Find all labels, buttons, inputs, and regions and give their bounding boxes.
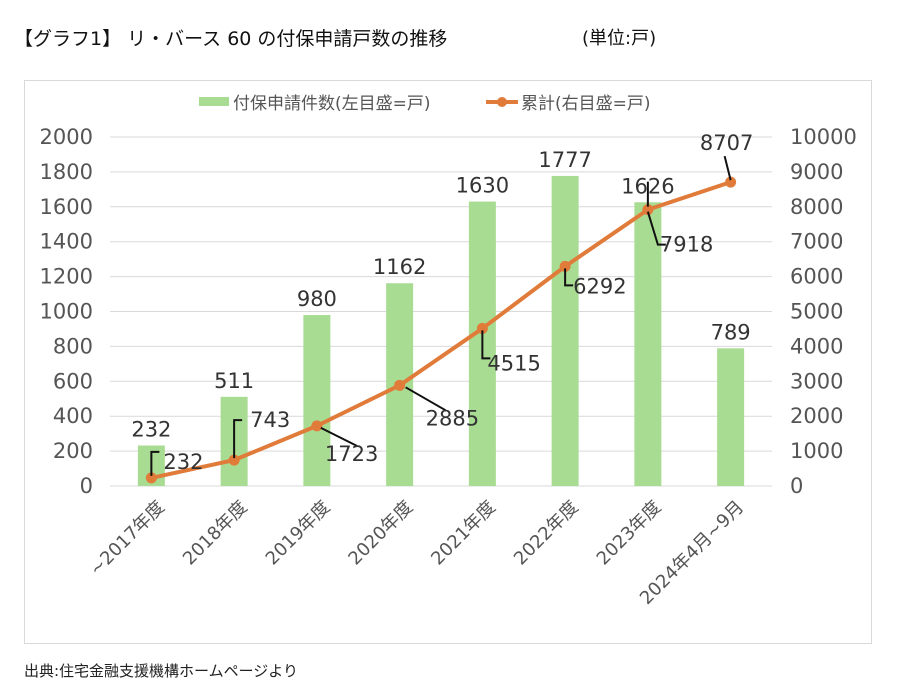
leader-line <box>723 155 732 181</box>
leader-line <box>233 419 243 459</box>
bar-data-label: 511 <box>214 369 254 393</box>
chart-title: 【グラフ1】 リ・バース 60 の付保申請戸数の推移 <box>14 28 448 50</box>
line-marker <box>476 322 488 334</box>
bar-series <box>137 175 745 486</box>
right-axis-tick-label: 8000 <box>790 195 843 219</box>
left-axis-tick-label: 0 <box>80 474 93 498</box>
line-marker <box>725 176 737 188</box>
line-data-label: 6292 <box>573 274 626 298</box>
right-axis-tick-label: 5000 <box>790 300 843 324</box>
left-axis-tick-label: 1600 <box>40 195 93 219</box>
leader-line <box>405 386 447 412</box>
bar <box>303 314 331 486</box>
left-axis-tick-label: 1400 <box>40 230 93 254</box>
line-data-label: 1723 <box>325 442 378 466</box>
bar-data-label: 1630 <box>456 174 509 198</box>
x-axis-label: ~2017年度 <box>86 497 169 580</box>
leader-line <box>646 211 666 246</box>
left-axis-tick-label: 200 <box>53 439 93 463</box>
line-marker <box>642 204 654 216</box>
bar-data-labels: 232 511 980 1162 1630 1777 1626 789 <box>131 148 750 442</box>
x-axis-label: 2019年度 <box>262 497 335 570</box>
right-axis-tick-label: 4000 <box>790 334 843 358</box>
leader-line <box>481 330 491 360</box>
left-axis-tick-label: 1800 <box>40 160 93 184</box>
line-data-labels: 232 743 1723 2885 4515 6292 7918 8707 <box>163 131 753 474</box>
x-axis-labels: ~2017年度 2018年度 2019年度 2020年度 2021年度 2022年度 202… <box>86 497 749 609</box>
left-axis-tick-label: 2000 <box>40 125 93 149</box>
left-axis-tick-label: 1200 <box>40 265 93 289</box>
leader-line <box>320 426 358 447</box>
line-marker <box>394 379 406 391</box>
x-axis-label: 2023年度 <box>593 497 666 570</box>
x-axis-label: 2020年度 <box>344 497 417 570</box>
line-data-label: 232 <box>163 450 203 474</box>
right-axis-tick-label: 1000 <box>790 439 843 463</box>
bar-data-label: 1162 <box>373 255 426 279</box>
right-axis-ticks: 0 1000 2000 3000 4000 5000 6000 7000 8000 9000 100… <box>790 125 857 498</box>
legend-line-marker <box>497 97 507 107</box>
bar-data-label: 232 <box>131 418 171 442</box>
line-data-label: 743 <box>250 408 290 432</box>
leader-line <box>564 268 574 287</box>
line-marker <box>228 454 240 466</box>
right-axis-tick-label: 2000 <box>790 404 843 428</box>
line-data-label: 2885 <box>426 406 479 430</box>
bar-data-label: 789 <box>711 320 751 344</box>
right-axis-tick-label: 7000 <box>790 230 843 254</box>
left-axis-tick-label: 600 <box>53 369 93 393</box>
line-data-label: 8707 <box>700 131 753 155</box>
x-axis-label: 2022年度 <box>510 497 583 570</box>
right-axis-tick-label: 10000 <box>790 125 857 149</box>
bar-data-label: 1777 <box>538 148 591 172</box>
bar <box>634 202 662 486</box>
line-data-label: 7918 <box>660 233 713 257</box>
line-marker <box>311 420 323 432</box>
bar <box>551 175 579 486</box>
cumulative-line <box>150 180 732 480</box>
legend-bar-label: 付保申請件数(左目盛=戸) <box>233 94 431 114</box>
right-axis-tick-label: 6000 <box>790 265 843 289</box>
bar-data-label: 1626 <box>621 174 674 198</box>
unit-label: (単位:戸) <box>582 28 657 49</box>
left-axis-tick-label: 400 <box>53 404 93 428</box>
legend-line-label: 累計(右目盛=戸) <box>521 94 651 114</box>
bar <box>717 348 745 486</box>
leader-line <box>150 450 160 476</box>
x-axis-label: 2021年度 <box>427 497 500 570</box>
right-axis-tick-label: 0 <box>790 474 803 498</box>
legend-bar-swatch <box>199 97 229 106</box>
left-axis-tick-label: 1000 <box>40 300 93 324</box>
line-data-label: 4515 <box>487 351 540 375</box>
source-note: 出典:住宅金融支援機構ホームページより <box>24 662 299 680</box>
bar-data-label: 980 <box>297 287 337 311</box>
leader-lines <box>150 155 732 476</box>
line-marker <box>145 472 157 484</box>
x-axis-label: 2018年度 <box>179 497 252 570</box>
left-axis-tick-label: 800 <box>53 334 93 358</box>
chart-frame <box>24 80 872 644</box>
right-axis-tick-label: 9000 <box>790 160 843 184</box>
line-marker <box>559 260 571 272</box>
left-axis-ticks: 0 200 400 600 800 1000 1200 1400 1600 1800 2000 <box>40 125 93 498</box>
legend: 付保申請件数(左目盛=戸) 累計(右目盛=戸) <box>199 94 651 114</box>
right-axis-tick-label: 3000 <box>790 369 843 393</box>
line-series <box>145 176 737 484</box>
